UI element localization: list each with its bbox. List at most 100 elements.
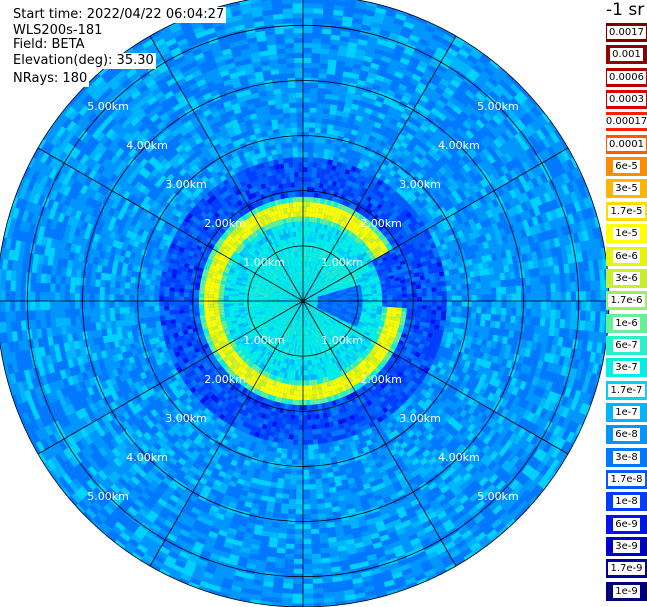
ppi-gate-cell <box>327 64 337 70</box>
ppi-gate-cell <box>550 283 556 293</box>
ppi-gate-cell <box>491 307 497 315</box>
ppi-gate-cell <box>403 69 414 78</box>
ppi-gate-cell <box>416 312 422 318</box>
ppi-gate-cell <box>316 248 320 254</box>
ppi-gate-cell <box>354 2 366 10</box>
ppi-gate-cell <box>501 286 507 295</box>
ppi-gate-cell <box>382 298 388 301</box>
ppi-gate-cell <box>399 78 410 87</box>
ppi-gate-cell <box>326 225 331 232</box>
ppi-gate-cell <box>371 187 378 194</box>
ppi-gate-cell <box>327 119 335 126</box>
ppi-gate-cell <box>434 272 440 278</box>
ppi-gate-cell <box>386 138 395 147</box>
ppi-gate-cell <box>392 75 402 84</box>
ppi-gate-cell <box>475 276 481 283</box>
ppi-gate-cell <box>386 67 396 76</box>
ppi-gate-cell <box>516 301 522 309</box>
ppi-gate-cell <box>525 308 532 317</box>
ppi-gate-cell <box>339 126 347 133</box>
ppi-gate-cell <box>534 276 541 285</box>
ppi-gate-cell <box>346 122 354 130</box>
ppi-gate-cell <box>350 165 357 173</box>
ppi-gate-cell <box>318 208 323 214</box>
ppi-gate-cell <box>401 311 407 316</box>
ppi-gate-cell <box>303 241 306 247</box>
ppi-gate-cell <box>435 281 442 287</box>
ppi-gate-cell <box>441 56 453 66</box>
ppi-gate-cell <box>368 93 378 101</box>
ppi-gate-cell <box>311 212 316 218</box>
ppi-gate-cell <box>379 140 387 148</box>
ppi-gate-cell <box>412 90 423 99</box>
ppi-gate-cell <box>320 234 325 240</box>
ppi-gate-cell <box>347 175 354 182</box>
ppi-gate-cell <box>306 196 311 202</box>
ppi-gate-cell <box>401 74 412 83</box>
ppi-gate-cell <box>303 296 305 301</box>
ppi-gate-cell <box>315 117 323 124</box>
ppi-gate-cell <box>331 233 336 239</box>
ppi-gate-cell <box>305 211 310 217</box>
ppi-gate-cell <box>357 38 368 46</box>
ppi-gate-cell <box>491 301 497 308</box>
ppi-gate-cell <box>326 231 331 237</box>
ppi-gate-cell <box>510 308 517 316</box>
ppi-gate-cell <box>306 261 309 267</box>
ppi-gate-cell <box>323 214 328 220</box>
ppi-gate-cell <box>311 48 321 54</box>
ppi-gate-cell <box>342 111 350 118</box>
ppi-gate-cell <box>313 147 320 153</box>
ppi-gate-cell <box>485 281 492 289</box>
ppi-gate-cell <box>540 309 546 318</box>
ppi-gate-cell <box>309 122 316 128</box>
ppi-gate-cell <box>430 314 437 320</box>
ppi-gate-cell <box>309 107 317 113</box>
ppi-gate-cell <box>327 242 332 248</box>
ppi-gate-cell <box>325 235 329 242</box>
ppi-gate-cell <box>379 29 391 37</box>
ppi-gate-cell <box>536 301 542 310</box>
ppi-gate-cell <box>345 201 351 208</box>
ppi-gate-cell <box>474 325 480 332</box>
ppi-gate-cell <box>350 150 358 157</box>
ppi-gate-cell <box>312 33 322 39</box>
ppi-gate-cell <box>546 292 552 301</box>
ppi-gate-cell <box>338 198 344 205</box>
ppi-gate-cell <box>433 28 446 39</box>
ppi-gate-cell <box>306 206 310 212</box>
ppi-gate-cell <box>352 297 358 300</box>
ppi-gate-cell <box>382 301 388 304</box>
ppi-gate-cell <box>307 177 312 183</box>
ppi-gate-cell <box>321 168 327 174</box>
ppi-gate-cell <box>403 91 413 100</box>
ppi-gate-cell <box>310 267 313 273</box>
ppi-gate-cell <box>311 278 314 284</box>
ppi-gate-cell <box>560 282 566 292</box>
ppi-gate-cell <box>437 64 448 74</box>
ppi-gate-cell <box>322 113 330 120</box>
ppi-gate-cell <box>430 319 436 325</box>
ppi-gate-cell <box>352 302 358 305</box>
ppi-gate-cell <box>323 153 329 160</box>
ppi-gate-cell <box>441 296 447 301</box>
ppi-gate-cell <box>372 16 384 25</box>
ppi-gate-cell <box>335 197 341 204</box>
ppi-gate-cell <box>427 42 439 52</box>
ppi-gate-cell <box>370 158 378 166</box>
ppi-gate-cell <box>417 81 428 91</box>
ppi-gate-cell <box>310 227 314 233</box>
ppi-gate-cell <box>304 291 306 297</box>
ppi-gate-cell <box>446 306 452 312</box>
ppi-gate-cell <box>386 89 396 97</box>
ppi-gate-cell <box>310 192 315 198</box>
ppi-gate-cell <box>389 101 399 110</box>
ppi-gate-cell <box>312 167 317 173</box>
ppi-gate-cell <box>330 227 336 233</box>
ppi-gate-cell <box>360 65 370 72</box>
ppi-gate-cell <box>355 189 362 196</box>
ppi-gate-cell <box>353 156 361 163</box>
ppi-gate-cell <box>382 306 388 310</box>
ppi-gate-cell <box>323 199 329 205</box>
